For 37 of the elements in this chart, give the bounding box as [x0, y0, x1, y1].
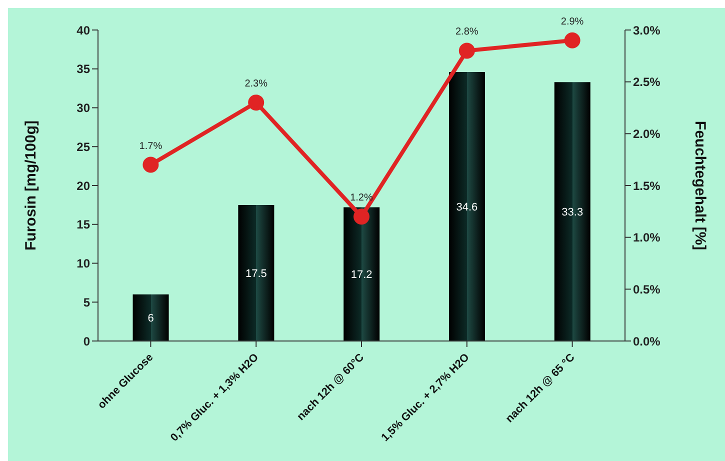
y-axis-title: Furosin [mg/100g]	[22, 120, 40, 251]
bar	[238, 204, 274, 341]
data-label: 2.9%	[560, 16, 584, 28]
point	[458, 42, 475, 59]
point	[142, 156, 159, 173]
point	[354, 208, 370, 225]
y-tick-label: 25	[76, 140, 90, 154]
y-tick-label: 15	[76, 218, 90, 232]
y2-tick-label: 0.5%	[633, 282, 661, 296]
y-tick-label: 35	[76, 62, 90, 76]
bar	[554, 82, 590, 341]
data-label: 6	[148, 312, 154, 325]
y-tick-label: 30	[76, 101, 90, 116]
bar	[344, 207, 380, 341]
data-label: 17.2	[350, 269, 372, 282]
data-label: 17.5	[245, 268, 267, 280]
y-tick-label: 20	[76, 178, 90, 193]
point	[248, 94, 264, 111]
data-label: 2.8%	[456, 26, 478, 38]
y-tick-label: 5	[83, 295, 90, 310]
data-label: 1.7%	[139, 140, 162, 152]
y-tick-label: 40	[76, 23, 90, 38]
data-label: 2.3%	[244, 78, 268, 90]
y2-tick-label: 1.0%	[633, 230, 661, 245]
bar	[448, 72, 485, 341]
y2-tick-label: 2.5%	[633, 75, 661, 90]
y2-tick-label: 0.0%	[633, 334, 661, 348]
y2-tick-label: 2.0%	[633, 126, 661, 141]
data-label: 33.3	[562, 206, 584, 218]
y-tick-label: 10	[76, 256, 90, 271]
y2-axis-title: Feuchtegehalt [%]	[692, 120, 709, 250]
point	[564, 32, 580, 48]
bar	[132, 294, 169, 341]
y2-tick-label: 1.5%	[633, 178, 661, 193]
y2-tick-label: 3.0%	[633, 23, 661, 38]
data-label: 34.6	[456, 201, 478, 214]
y-tick-label: 0	[83, 334, 90, 348]
